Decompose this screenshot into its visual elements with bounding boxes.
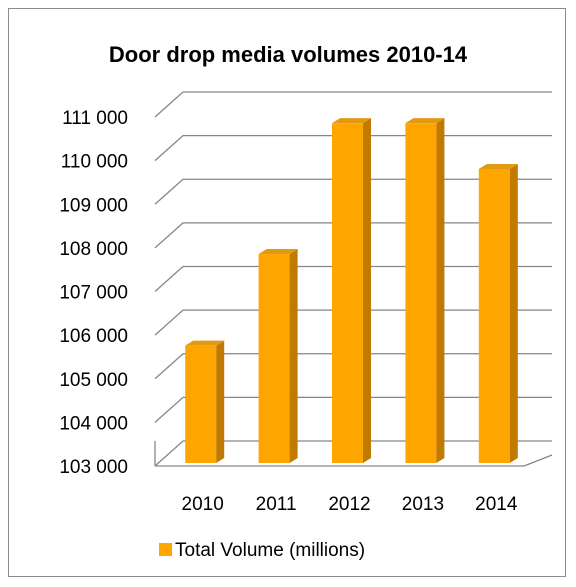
bar-top	[185, 340, 225, 346]
bar-side	[289, 249, 298, 463]
y-tick-label: 108 000	[59, 239, 128, 260]
bar-top	[258, 249, 298, 255]
y-tick-label: 109 000	[59, 195, 128, 216]
bar-2012	[332, 118, 371, 464]
y-axis-ticks: 103 000 104 000 105 000 106 000 107 000 108 0…	[59, 108, 128, 478]
bar-top	[478, 163, 518, 169]
x-tick-label: 2014	[475, 494, 518, 515]
bar-side	[216, 340, 225, 463]
x-tick-label: 2012	[328, 494, 370, 515]
x-tick-label: 2010	[182, 494, 224, 515]
bar-front	[185, 345, 217, 463]
legend-swatch	[159, 543, 172, 556]
bar-2011	[258, 249, 298, 463]
bar-side	[509, 163, 518, 464]
legend: Total Volume (millions)	[159, 540, 365, 561]
x-tick-label: 2011	[256, 494, 297, 515]
y-tick-label: 110 000	[61, 152, 128, 173]
legend-label: Total Volume (millions)	[175, 540, 365, 561]
bar-front	[332, 123, 363, 464]
x-axis-ticks: 2010 2011 2012 2013 2014	[182, 494, 518, 515]
x-tick-label: 2013	[402, 494, 444, 515]
y-tick-label: 111 000	[62, 108, 128, 129]
bar-top	[405, 118, 445, 124]
bar-2013	[405, 118, 445, 464]
chart-title: Door drop media volumes 2010-14	[109, 42, 468, 67]
bars	[185, 118, 518, 464]
bar-top	[332, 118, 371, 124]
y-tick-label: 106 000	[59, 326, 128, 347]
grid-line	[154, 91, 552, 118]
bar-side	[436, 118, 445, 464]
bar-front	[258, 254, 290, 463]
y-tick-label: 105 000	[59, 370, 128, 391]
bar-2014	[478, 163, 518, 464]
y-tick-label: 107 000	[59, 283, 128, 304]
y-tick-label: 103 000	[59, 457, 128, 478]
floor-right-edge	[523, 454, 553, 467]
bar-front	[405, 123, 437, 464]
y-tick-label: 104 000	[59, 413, 128, 434]
bar-side	[363, 118, 371, 464]
bar-2010	[185, 340, 225, 463]
bar-front	[478, 168, 510, 464]
